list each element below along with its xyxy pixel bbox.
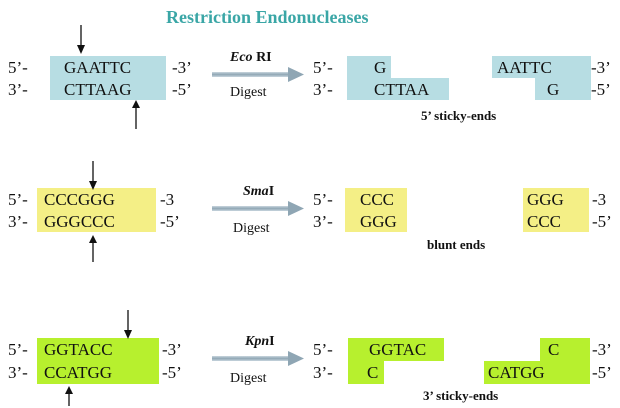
ecori-product-top-5prime: 5’- bbox=[313, 58, 333, 77]
kpni-product-bottom-5prime: -5’ bbox=[592, 363, 612, 382]
kpni-left-top-fragment bbox=[348, 338, 444, 361]
kpni-top-cut-arrow bbox=[124, 310, 132, 339]
kpni-digest-label: Digest bbox=[230, 371, 267, 386]
smai-bottom-5prime: -5’ bbox=[160, 212, 180, 231]
smai-bottom-cut-arrow bbox=[89, 235, 97, 262]
kpni-right-bottom-fragment bbox=[484, 361, 590, 384]
ecori-bottom-cut-arrow bbox=[132, 100, 140, 129]
kpni-right-bottom-sequence: CATGG bbox=[488, 363, 545, 382]
ecori-right-top-sequence: AATTC bbox=[497, 58, 552, 77]
smai-top-3prime: -3 bbox=[160, 190, 175, 209]
smai-product-top-3prime: -3 bbox=[592, 190, 607, 209]
kpni-top-3prime: -3’ bbox=[162, 340, 182, 359]
smai-left-fragment bbox=[345, 188, 407, 232]
smai-top-cut-arrow bbox=[89, 161, 97, 190]
kpni-left-bottom-fragment bbox=[348, 361, 384, 384]
smai-bottom-sequence: GGGCCC bbox=[44, 212, 115, 231]
ecori-top-3prime: -3’ bbox=[172, 58, 192, 77]
ecori-enzyme-name: Eco RI bbox=[230, 51, 272, 65]
smai-digest-label: Digest bbox=[233, 221, 270, 236]
ecori-site-box bbox=[50, 56, 166, 100]
kpni-reaction-arrow bbox=[212, 351, 304, 366]
smai-product-bottom-5prime: -5’ bbox=[592, 212, 612, 231]
ecori-right-top-fragment bbox=[492, 56, 591, 78]
kpni-enzyme-suffix: I bbox=[269, 334, 275, 349]
kpni-site-box bbox=[37, 338, 159, 384]
smai-right-fragment bbox=[523, 188, 589, 232]
smai-bottom-3prime: 3’- bbox=[8, 212, 28, 231]
ecori-product-top-3prime: -3’ bbox=[591, 58, 611, 77]
kpni-bottom-3prime: 3’- bbox=[8, 363, 28, 382]
ecori-right-bottom-fragment bbox=[535, 78, 591, 100]
kpni-right-top-sequence: C bbox=[548, 340, 560, 359]
ecori-left-top-sequence: G bbox=[374, 58, 387, 77]
ecori-digest-label: Digest bbox=[230, 85, 267, 100]
kpni-top-sequence: GGTACC bbox=[44, 340, 113, 359]
smai-right-top-sequence: GGG bbox=[527, 190, 564, 209]
kpni-left-top-sequence: GGTAC bbox=[369, 340, 427, 359]
ecori-end-type-label: 5’ sticky-ends bbox=[421, 108, 497, 123]
ecori-top-sequence: GAATTC bbox=[64, 58, 132, 77]
ecori-left-top-fragment bbox=[347, 56, 391, 78]
kpni-bottom-sequence: CCATGG bbox=[44, 363, 113, 382]
ecori-right-bottom-sequence: G bbox=[547, 80, 560, 99]
ecori-enzyme-italic: Eco bbox=[230, 50, 253, 65]
smai-enzyme-name: SmaI bbox=[243, 185, 274, 199]
smai-left-bottom-sequence: GGG bbox=[360, 212, 397, 231]
ecori-bottom-sequence: CTTAAG bbox=[64, 80, 132, 99]
kpni-enzyme-italic: Kpn bbox=[245, 334, 270, 349]
kpni-product-top-5prime: 5’- bbox=[313, 340, 333, 359]
smai-enzyme-italic: Sma bbox=[243, 184, 269, 199]
ecori-product-bottom-5prime: -5’ bbox=[591, 80, 611, 99]
kpni-top-5prime: 5’- bbox=[8, 340, 28, 359]
kpni-product-top-3prime: -3’ bbox=[592, 340, 612, 359]
ecori-enzyme-suffix: RI bbox=[252, 50, 272, 65]
kpni-left-bottom-sequence: C bbox=[367, 363, 379, 382]
smai-end-type-label: blunt ends bbox=[427, 237, 486, 252]
smai-reaction-arrow bbox=[212, 201, 304, 216]
ecori-product-bottom-3prime: 3’- bbox=[313, 80, 333, 99]
smai-top-sequence: CCCGGG bbox=[44, 190, 115, 209]
ecori-bottom-5prime: -5’ bbox=[172, 80, 192, 99]
kpni-bottom-cut-arrow bbox=[65, 386, 73, 406]
kpni-end-type-label: 3’ sticky-ends bbox=[423, 388, 499, 403]
ecori-left-bottom-fragment bbox=[347, 78, 449, 100]
kpni-bottom-5prime: -5’ bbox=[162, 363, 182, 382]
ecori-top-5prime: 5’- bbox=[8, 58, 28, 77]
ecori-left-bottom-sequence: CTTAA bbox=[374, 80, 430, 99]
kpni-enzyme-name: KpnI bbox=[245, 335, 275, 349]
smai-product-bottom-3prime: 3’- bbox=[313, 212, 333, 231]
ecori-reaction-arrow bbox=[212, 67, 304, 82]
ecori-top-cut-arrow bbox=[77, 25, 85, 54]
smai-site-box bbox=[37, 188, 156, 232]
page-title: Restriction Endonucleases bbox=[166, 7, 369, 27]
smai-product-top-5prime: 5’- bbox=[313, 190, 333, 209]
ecori-bottom-3prime: 3’- bbox=[8, 80, 28, 99]
smai-top-5prime: 5’- bbox=[8, 190, 28, 209]
kpni-product-bottom-3prime: 3’- bbox=[313, 363, 333, 382]
kpni-right-top-fragment bbox=[540, 338, 590, 361]
smai-right-bottom-sequence: CCC bbox=[527, 212, 562, 231]
smai-left-top-sequence: CCC bbox=[360, 190, 395, 209]
smai-enzyme-suffix: I bbox=[268, 184, 275, 199]
